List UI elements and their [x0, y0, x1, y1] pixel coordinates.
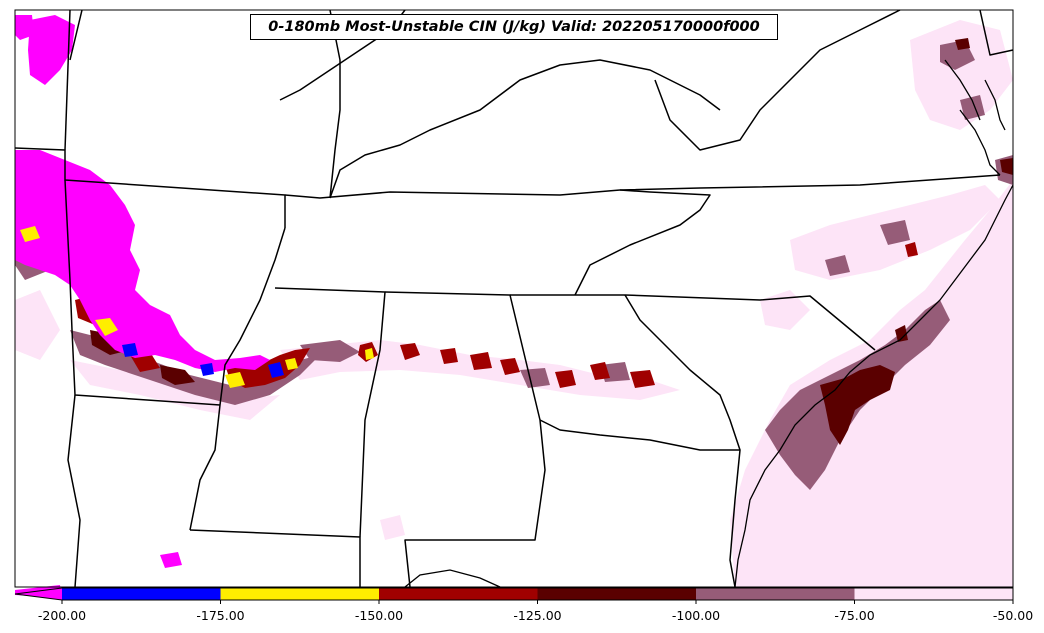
cin-band-yellow	[20, 226, 374, 388]
coastline	[404, 59, 1014, 588]
colorbar-bin	[62, 588, 221, 600]
colorbar-bin	[220, 588, 379, 600]
cin-shading	[15, 15, 1013, 598]
colorbar-bin	[537, 588, 696, 600]
colorbar-bin	[854, 588, 1013, 600]
colorbar	[14, 587, 1014, 604]
colorbar-tick-label: -200.00	[37, 608, 87, 623]
colorbar-tick-label: -150.00	[354, 608, 404, 623]
state-boundaries	[14, 9, 1014, 588]
colorbar-tick-label: -100.00	[671, 608, 721, 623]
colorbar-bin	[15, 588, 62, 600]
colorbar-bin	[696, 588, 855, 600]
colorbar-tick-label: -75.00	[834, 608, 875, 623]
colorbar-tick-label: -175.00	[196, 608, 245, 623]
colorbar-bin	[379, 588, 538, 600]
map-frame	[14, 9, 1014, 588]
colorbar-outline	[14, 587, 1014, 601]
colorbar-tick-label: -125.00	[513, 608, 562, 623]
cin-band-blue	[122, 343, 284, 378]
map-title: 0-180mb Most-Unstable CIN (J/kg) Valid: …	[250, 14, 778, 40]
colorbar-tick-label: -50.00	[992, 608, 1034, 623]
